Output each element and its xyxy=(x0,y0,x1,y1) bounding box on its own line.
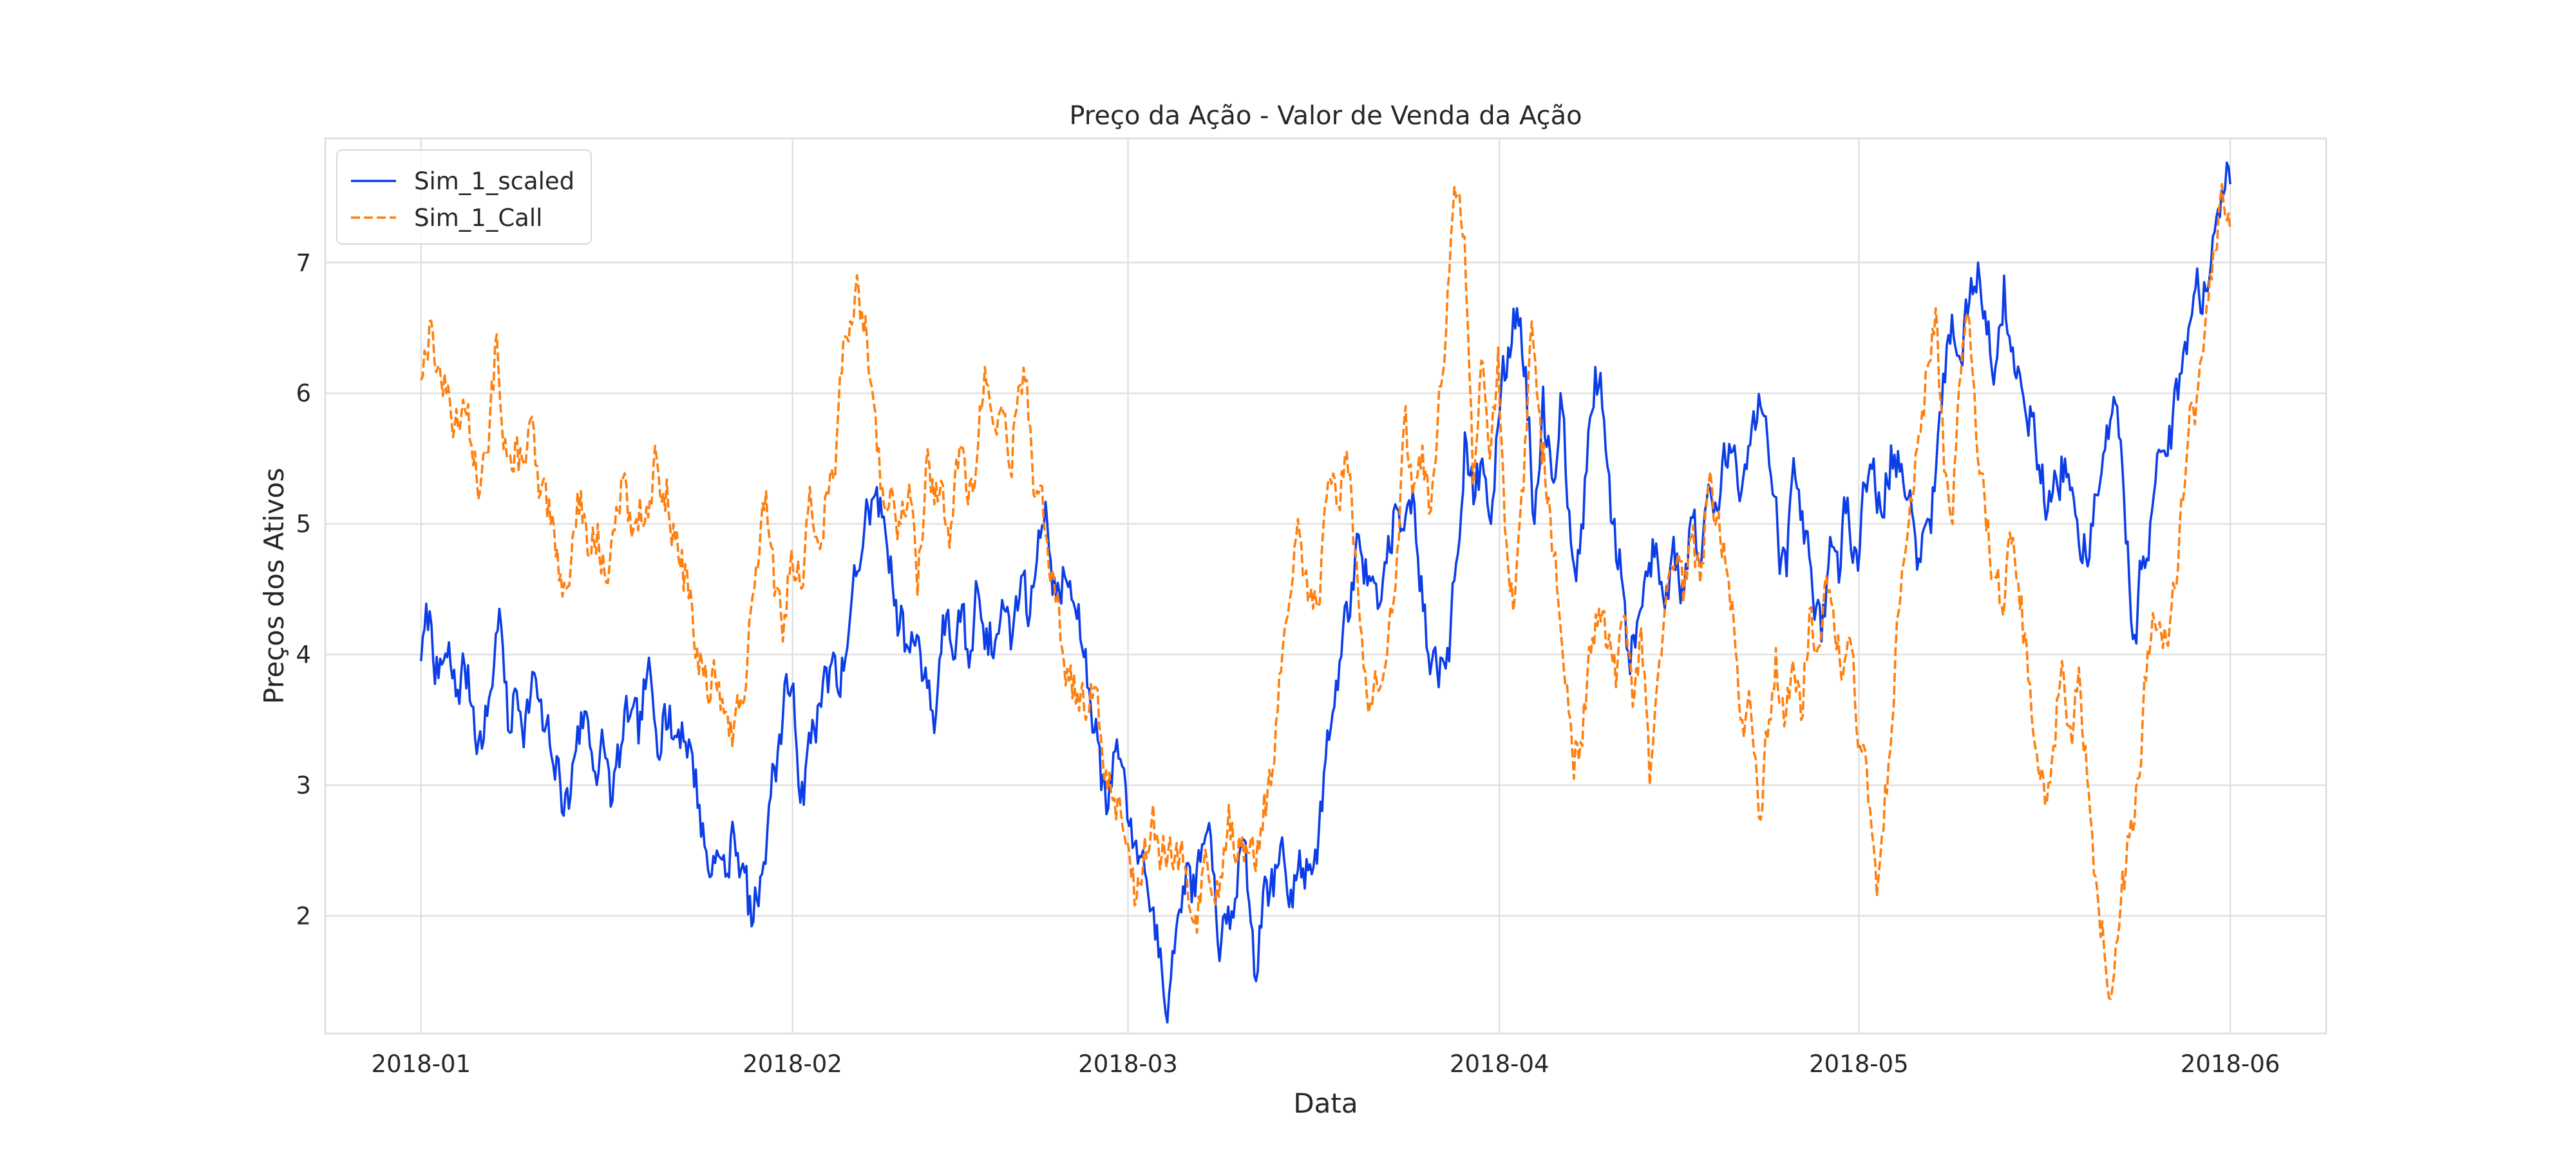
plot-frame xyxy=(324,137,2327,1035)
y-tick-label: 6 xyxy=(296,380,311,408)
y-tick-label: 7 xyxy=(296,249,311,277)
y-axis-label: Preços dos Ativos xyxy=(258,468,290,704)
x-tick-label: 2018-01 xyxy=(372,1050,471,1078)
x-tick-label: 2018-04 xyxy=(1450,1050,1549,1078)
legend-label: Sim_1_Call xyxy=(414,204,542,232)
legend: Sim_1_scaled Sim_1_Call xyxy=(336,149,592,245)
series-layer xyxy=(420,161,2231,1024)
y-tick-labels: 2 3 4 5 6 7 xyxy=(296,249,311,930)
chart-title: Preço da Ação - Valor de Venda da Ação xyxy=(1069,101,1582,131)
x-tick-label: 2018-05 xyxy=(1809,1050,1909,1078)
y-tick-label: 5 xyxy=(296,511,311,538)
y-gridlines xyxy=(325,261,2326,917)
y-tick-label: 4 xyxy=(296,641,311,669)
x-tick-label: 2018-02 xyxy=(743,1050,842,1078)
series-line-sim-1-scaled xyxy=(420,161,2231,1024)
y-tick-label: 3 xyxy=(296,771,311,799)
x-axis-label: Data xyxy=(1293,1088,1358,1119)
x-tick-label: 2018-06 xyxy=(2181,1050,2280,1078)
series-line-sim-1-call xyxy=(420,183,2231,1001)
legend-label: Sim_1_scaled xyxy=(414,167,574,195)
x-tick-label: 2018-03 xyxy=(1078,1050,1178,1078)
legend-box xyxy=(336,149,592,245)
x-tick-labels: 2018-01 2018-02 2018-03 2018-04 2018-05 2018-… xyxy=(372,1050,2280,1078)
y-tick-label: 2 xyxy=(296,902,311,930)
x-gridlines xyxy=(420,138,2231,1033)
